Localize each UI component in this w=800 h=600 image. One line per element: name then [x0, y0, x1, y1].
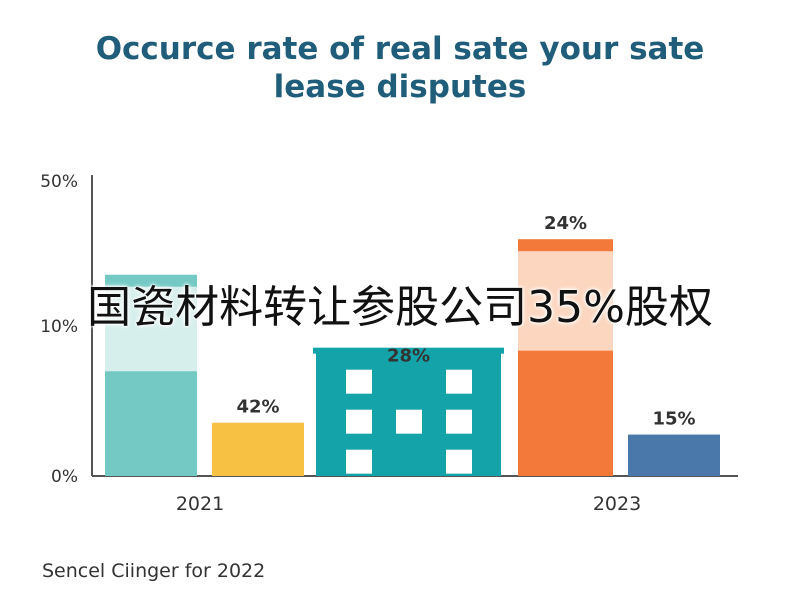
y-tick-label: 0%: [51, 467, 78, 487]
source-footer: Sencel Ciinger for 2022: [42, 560, 266, 582]
y-tick-label: 10%: [40, 317, 78, 337]
building-icon-window: [446, 369, 472, 394]
x-category-label: 2023: [593, 493, 641, 515]
building-icon-window: [446, 449, 472, 474]
bar: [212, 422, 304, 476]
building-icon-window: [346, 369, 372, 394]
bar-highlight-band: [105, 286, 197, 372]
chart-title-line-2: lease disputes: [273, 69, 527, 105]
data-label: 15%: [652, 409, 695, 430]
x-category-label: 2021: [176, 493, 224, 515]
building-roof: [313, 347, 504, 354]
data-label: 24%: [544, 213, 587, 234]
data-label: 28%: [387, 346, 430, 367]
bar-highlight-band: [518, 251, 613, 351]
chart-title-line-1: Occurce rate of real sate your sate: [95, 31, 705, 67]
building-icon-window: [346, 449, 372, 474]
data-label: 42%: [236, 397, 279, 418]
bar: [628, 434, 720, 476]
building-icon-window: [446, 409, 472, 434]
building-icon-window: [396, 409, 422, 434]
y-tick-label: 50%: [40, 172, 78, 192]
chart-title: Occurce rate of real sate your sate leas…: [0, 30, 800, 106]
building-icon-window: [346, 409, 372, 434]
